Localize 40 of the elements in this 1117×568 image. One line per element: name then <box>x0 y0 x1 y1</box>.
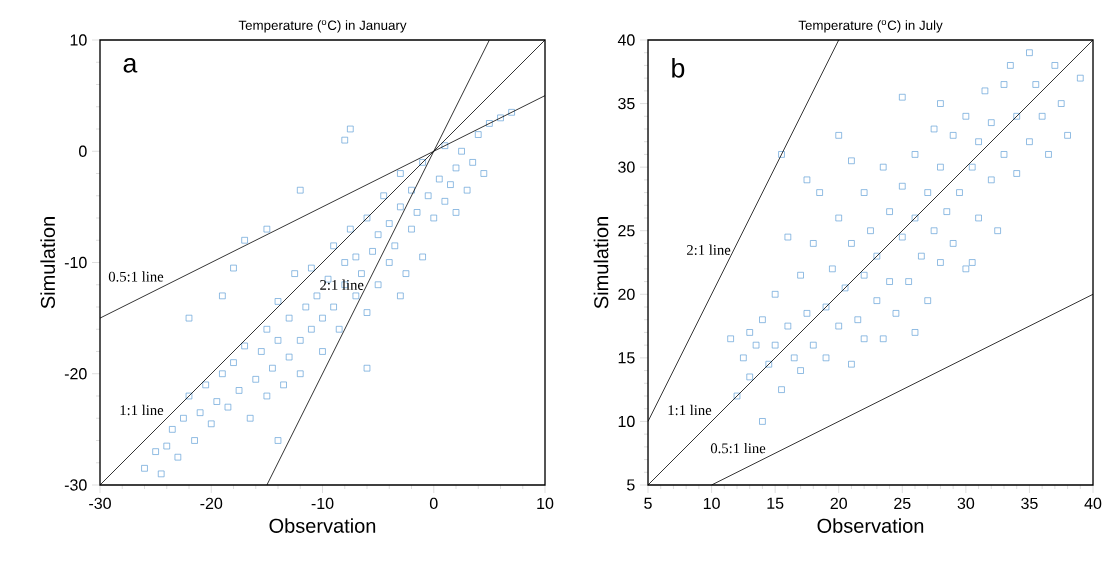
y-tick-label: 15 <box>618 352 635 364</box>
y-tick-label: 20 <box>618 288 635 300</box>
x-tick-label: 10 <box>537 497 554 510</box>
series-label: 1:1 line <box>120 404 164 416</box>
y-tick-label: 10 <box>618 415 635 428</box>
x-tick-label: 10 <box>703 497 720 510</box>
x-tick-label: 25 <box>894 497 911 510</box>
x-tick-label: 0 <box>429 497 438 510</box>
x-tick-label: -10 <box>311 497 334 510</box>
y-tick-label: -10 <box>64 256 87 269</box>
y-tick-label: 25 <box>618 225 635 237</box>
series-label: 2:1 line <box>687 244 731 255</box>
annotation: a <box>123 58 138 73</box>
x-tick-label: 40 <box>1084 497 1102 510</box>
x-tick-label: 30 <box>957 497 975 510</box>
x-axis-title: Observation <box>817 518 924 533</box>
x-tick-label: 35 <box>1021 497 1038 510</box>
series-label: 0.5:1 line <box>710 442 766 454</box>
series-label: 2:1 line <box>320 279 364 290</box>
series-label: 1:1 line <box>668 404 712 416</box>
y-tick-label: -30 <box>64 479 87 491</box>
y-tick-label: 10 <box>70 34 87 46</box>
chart-title: Temperature ($^{o}$C) in July <box>798 20 943 33</box>
x-tick-label: 20 <box>830 497 847 510</box>
y-tick-label: 40 <box>617 34 635 46</box>
chart-title: Temperature ($^{o}$C) in January <box>238 20 407 33</box>
series-label: 0.5:1 line <box>108 271 164 282</box>
x-axis-title: Observation <box>269 518 376 533</box>
y-tick-label: 5 <box>627 479 635 491</box>
y-tick-label: 0 <box>79 145 87 157</box>
y-tick-label: 35 <box>618 97 635 110</box>
y-axis-title: Simulation <box>40 217 56 309</box>
y-tick-label: 30 <box>618 161 635 173</box>
x-tick-label: 5 <box>644 497 652 509</box>
y-tick-label: -20 <box>64 368 87 380</box>
annotation: b <box>672 58 685 78</box>
x-tick-label: 15 <box>767 497 784 509</box>
x-tick-label: -30 <box>89 497 111 510</box>
y-axis-title: Simulation <box>593 217 609 309</box>
x-tick-label: -20 <box>200 497 223 510</box>
